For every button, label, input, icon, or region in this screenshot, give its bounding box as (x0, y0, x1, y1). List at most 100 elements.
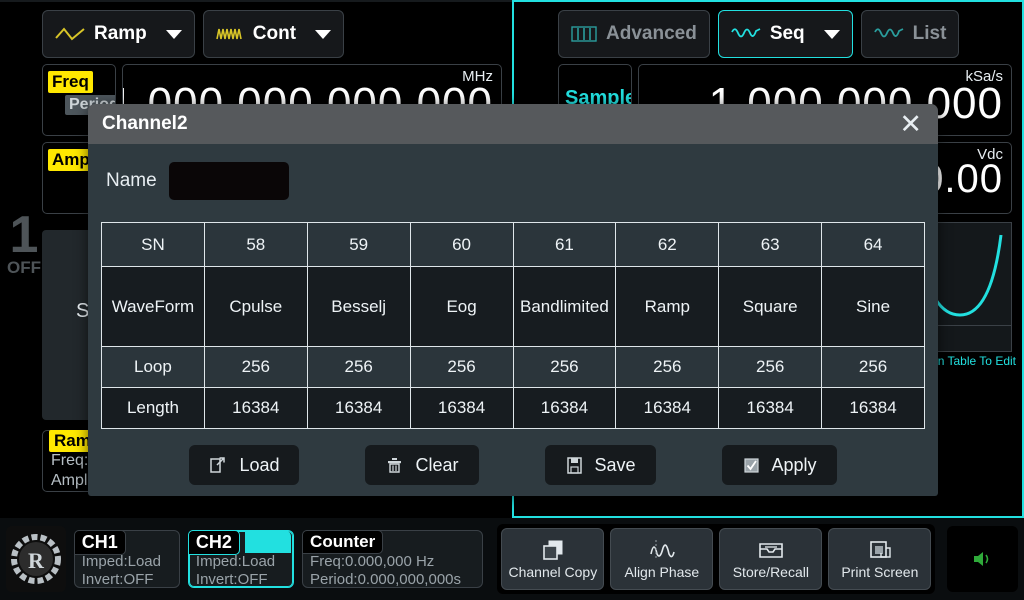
cell-loop-2[interactable]: 256 (409, 346, 514, 388)
cell-sn-1[interactable]: 59 (306, 222, 411, 267)
save-button-label: Save (594, 454, 636, 475)
ch2-status-box[interactable]: CH2 Imped:Load Invert:OFF (187, 530, 295, 588)
floppy-disk-icon (566, 456, 582, 474)
cell-sn-5[interactable]: 63 (718, 222, 823, 267)
chevron-down-icon (165, 29, 182, 39)
cell-sn-2[interactable]: 60 (409, 222, 514, 267)
align-phase-icon (650, 540, 675, 560)
cell-waveform-3[interactable]: Bandlimited (512, 266, 617, 347)
row-label-loop: Loop (101, 346, 205, 388)
tool-buttons: Channel Copy Align Phase Store/Recall (497, 524, 936, 594)
cell-waveform-5[interactable]: Square (718, 266, 823, 347)
cell-sn-0[interactable]: 58 (203, 222, 308, 267)
load-button[interactable]: Load (189, 445, 300, 485)
counter-period: Period:0.000,000,000s (310, 571, 461, 588)
store-recall-icon (759, 543, 783, 558)
right-mode-row: Advanced Seq List (514, 2, 1022, 58)
store-recall-button[interactable]: Store/Recall (719, 528, 823, 590)
chevron-down-icon (823, 29, 840, 39)
dialog-title: Channel2 (102, 113, 188, 134)
cell-length-2[interactable]: 16384 (409, 387, 514, 429)
close-icon[interactable]: ✕ (899, 109, 922, 139)
run-mode-dropdown[interactable]: Cont (202, 10, 345, 58)
cell-loop-1[interactable]: 256 (306, 346, 411, 388)
save-button[interactable]: Save (544, 445, 656, 485)
channel1-indicator[interactable]: 1 OFF (6, 206, 42, 278)
print-screen-button[interactable]: Print Screen (828, 528, 932, 590)
waveform-dropdown-label: Ramp (94, 23, 147, 44)
ch2-active-highlight (244, 531, 292, 553)
cell-length-3[interactable]: 16384 (512, 387, 617, 429)
seq-dropdown[interactable]: Seq (717, 10, 853, 58)
counter-status-box[interactable]: Counter Freq:0.000,000 Hz Period:0.000,0… (302, 530, 484, 588)
copy-icon (543, 540, 563, 560)
name-row: Name (88, 144, 938, 200)
continuous-wave-icon (216, 28, 242, 40)
frequency-unit: MHz (462, 68, 493, 85)
align-phase-button[interactable]: Align Phase (610, 528, 714, 590)
cell-waveform-4[interactable]: Ramp (615, 266, 720, 347)
apply-button[interactable]: Apply (721, 445, 837, 485)
ch1-impedance: Imped:Load (81, 553, 161, 570)
ch1-status-box[interactable]: CH1 Imped:Load Invert:OFF (73, 530, 180, 588)
left-mode-row: Ramp Cont (0, 2, 512, 58)
cell-loop-0[interactable]: 256 (203, 346, 308, 388)
ch2-invert: Invert:OFF (195, 571, 268, 588)
cell-waveform-1[interactable]: Besselj (306, 266, 411, 347)
name-label: Name (106, 170, 157, 191)
cell-loop-5[interactable]: 256 (718, 346, 823, 388)
rigol-logo-icon: R (6, 526, 66, 592)
advanced-button[interactable]: Advanced (558, 10, 710, 58)
name-input[interactable] (168, 162, 289, 200)
cell-length-5[interactable]: 16384 (718, 387, 823, 429)
speaker-mute-icon[interactable] (947, 526, 1018, 592)
waveform-table[interactable]: SN 58 59 60 61 62 63 64 WaveForm Cpulse … (101, 222, 925, 429)
run-mode-dropdown-label: Cont (252, 23, 297, 44)
cell-waveform-6[interactable]: Sine (821, 266, 925, 347)
sample-tag: Sample (565, 87, 632, 109)
table-row-length: Length 16384 16384 16384 16384 16384 163… (101, 387, 925, 429)
channel-copy-button[interactable]: Channel Copy (501, 528, 605, 590)
preview-hint: On Table To Edit (928, 354, 1016, 368)
cell-length-1[interactable]: 16384 (306, 387, 411, 429)
cell-loop-6[interactable]: 256 (821, 346, 925, 388)
cell-waveform-2[interactable]: Eog (409, 266, 514, 347)
ampl-tag[interactable]: Ampl (48, 149, 99, 171)
cell-sn-4[interactable]: 62 (615, 222, 720, 267)
list-button[interactable]: List (860, 10, 960, 58)
ch1-invert: Invert:OFF (81, 571, 154, 588)
sliders-icon (571, 26, 597, 42)
channel1-number: 1 (9, 206, 39, 264)
cell-waveform-0[interactable]: Cpulse (203, 266, 308, 347)
cell-sn-3[interactable]: 61 (512, 222, 617, 267)
dialog-titlebar: Channel2 ✕ (88, 104, 938, 144)
ch1-title: CH1 (73, 530, 126, 555)
trash-icon (388, 457, 402, 473)
seq-wave-icon (731, 28, 761, 38)
channel2-dialog: Channel2 ✕ Name SN 58 59 60 61 62 63 64 … (88, 104, 938, 496)
ch2-impedance: Imped:Load (195, 553, 276, 570)
row-label-sn: SN (101, 222, 205, 267)
cell-loop-3[interactable]: 256 (512, 346, 617, 388)
dialog-buttons: Load Clear Save (88, 445, 938, 485)
svg-text:R: R (28, 548, 45, 573)
cell-length-0[interactable]: 16384 (203, 387, 308, 429)
row-label-length: Length (101, 387, 205, 429)
freq-tag[interactable]: Freq (48, 71, 93, 93)
waveform-dropdown[interactable]: Ramp (42, 10, 195, 58)
ch2-title: CH2 (187, 530, 240, 555)
clear-button[interactable]: Clear (365, 445, 479, 485)
list-wave-icon (873, 28, 904, 38)
channel-copy-label: Channel Copy (508, 564, 598, 580)
seq-dropdown-label: Seq (769, 23, 805, 44)
list-button-label: List (912, 23, 947, 44)
cell-length-4[interactable]: 16384 (615, 387, 720, 429)
advanced-button-label: Advanced (606, 23, 697, 44)
ramp-wave-icon (55, 27, 85, 41)
cell-loop-4[interactable]: 256 (615, 346, 720, 388)
load-icon (210, 456, 226, 473)
status-bar: R CH1 Imped:Load Invert:OFF CH2 Imped:Lo… (0, 518, 1024, 600)
cell-sn-6[interactable]: 64 (821, 222, 925, 267)
store-recall-label: Store/Recall (732, 564, 809, 580)
cell-length-6[interactable]: 16384 (821, 387, 925, 429)
